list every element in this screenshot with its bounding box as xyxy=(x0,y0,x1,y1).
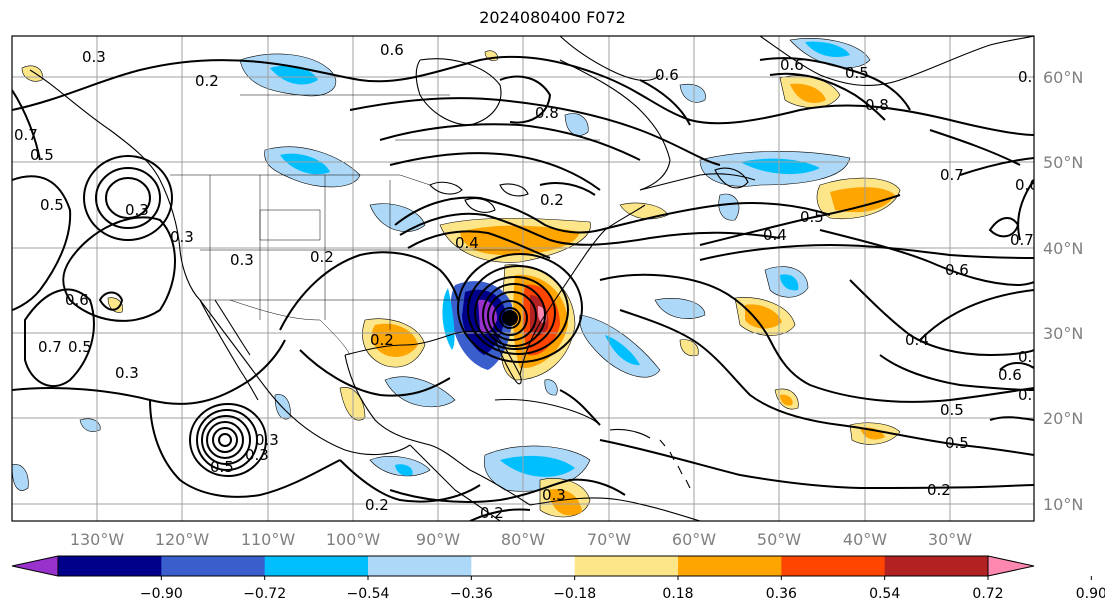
map-title: 2024080400 F072 xyxy=(479,8,626,27)
colorbar-segment xyxy=(678,556,782,576)
colorbar-tick-label: −0.72 xyxy=(243,586,286,602)
lon-label: 130°W xyxy=(70,530,125,549)
colorbar-segment xyxy=(574,556,679,576)
contour-label: 0.5 xyxy=(800,208,824,226)
contour-label: 0.5 xyxy=(845,64,869,82)
contour-label: 0.2 xyxy=(195,72,219,90)
contour-label: 0.2 xyxy=(540,191,564,209)
map-panel: 0.3 0.6 0.2 0.8 0.6 0.7 0.5 0.2 0.8 0.7 … xyxy=(12,36,1042,522)
lon-label: 40°W xyxy=(843,530,887,549)
colorbar-tick-label: −0.18 xyxy=(553,586,596,602)
colorbar-segment xyxy=(264,556,369,576)
contour-label: 0.7 xyxy=(1010,231,1034,249)
contour-label: 0.7 xyxy=(14,126,38,144)
contour-label: 0.6 xyxy=(655,66,679,84)
contour-label: 0.3 xyxy=(115,364,139,382)
contour-label: 0.6 xyxy=(945,261,969,279)
colorbar-tick-label: 0.90 xyxy=(1076,586,1105,602)
contour-label: 0.4 xyxy=(455,234,479,252)
storm-center-marker xyxy=(502,310,518,326)
lon-label: 110°W xyxy=(241,530,296,549)
contour-label: 0.2 xyxy=(927,481,951,499)
colorbar-segment xyxy=(368,556,472,576)
colorbar: −0.90 −0.72 −0.54 −0.36 −0.18 0.18 0.36 0.54 0.7… xyxy=(11,555,1105,602)
contour-label: 0.7 xyxy=(38,338,62,356)
contour-label: 0.6 xyxy=(998,366,1022,384)
colorbar-extend-min xyxy=(12,556,58,576)
lon-label: 70°W xyxy=(587,530,631,549)
lat-label: 40°N xyxy=(1043,239,1083,258)
colorbar-segment xyxy=(58,556,162,576)
contour-label: 0.3 xyxy=(245,446,269,464)
longitude-labels: 130°W 120°W 110°W 100°W 90°W 80°W 70°W 6… xyxy=(70,530,972,549)
contour-label: 0.5 xyxy=(940,401,964,419)
lat-label: 10°N xyxy=(1043,495,1083,514)
contour-label: 0.6 xyxy=(780,56,804,74)
colorbar-segment xyxy=(471,556,576,576)
contour-label: 0.8 xyxy=(865,96,889,114)
latitude-labels: 60°N 50°N 40°N 30°N 20°N 10°N xyxy=(1043,68,1083,514)
contour-label: 0.6 xyxy=(1018,68,1042,86)
colorbar-tick-label: −0.90 xyxy=(140,586,183,602)
contour-label: 0.6 xyxy=(380,41,404,59)
contour-label: 0.6 xyxy=(1015,176,1039,194)
colorbar-tick-label: −0.54 xyxy=(347,586,390,602)
lat-label: 60°N xyxy=(1043,68,1083,87)
contour-label: 0.5 xyxy=(210,458,234,476)
contour-label: 0.6 xyxy=(1018,348,1042,366)
contour-label: 0.3 xyxy=(255,431,279,449)
lon-label: 30°W xyxy=(928,530,972,549)
colorbar-tick-label: −0.36 xyxy=(450,586,493,602)
colorbar-segment xyxy=(884,556,989,576)
contour-label: 0.2 xyxy=(310,248,334,266)
colorbar-tick-label: 0.72 xyxy=(972,586,1003,602)
contour-label: 0.3 xyxy=(82,48,106,66)
colorbar-tick-label: 0.36 xyxy=(766,586,797,602)
lon-label: 60°W xyxy=(672,530,716,549)
colorbar-extend-max xyxy=(988,556,1034,576)
lon-label: 50°W xyxy=(757,530,801,549)
contour-labels: 0.3 0.6 0.2 0.8 0.6 0.7 0.5 0.2 0.8 0.7 … xyxy=(14,41,1042,522)
political-borders xyxy=(170,94,600,356)
colorbar-tick-label: 0.18 xyxy=(662,586,693,602)
contour-label: 0.5 xyxy=(30,146,54,164)
lon-label: 90°W xyxy=(416,530,460,549)
lon-label: 120°W xyxy=(155,530,210,549)
colorbar-segment xyxy=(161,556,266,576)
contour-label: 0.2 xyxy=(480,504,504,522)
map-frame xyxy=(11,35,1035,522)
contour-label: 0.4 xyxy=(763,226,787,244)
lat-label: 50°N xyxy=(1043,153,1083,172)
contour-label: 0.3 xyxy=(170,228,194,246)
contour-label: 0.2 xyxy=(370,331,394,349)
contour-label: 0.3 xyxy=(230,251,254,269)
contour-label: 0.8 xyxy=(535,104,559,122)
lon-label: 100°W xyxy=(326,530,381,549)
contour-label: 0.5 xyxy=(1018,386,1042,404)
contour-label: 0.5 xyxy=(40,196,64,214)
contour-label: 0.5 xyxy=(68,338,92,356)
contour-label: 0.3 xyxy=(125,201,149,219)
contour-lines xyxy=(12,55,1034,521)
contour-label: 0.6 xyxy=(65,291,89,309)
contour-label: 0.5 xyxy=(945,434,969,452)
colorbar-tick-label: 0.54 xyxy=(869,586,900,602)
contour-label: 0.4 xyxy=(905,331,929,349)
contour-label: 0.3 xyxy=(542,486,566,504)
colorbar-segment xyxy=(781,556,886,576)
lon-label: 80°W xyxy=(501,530,545,549)
lat-label: 20°N xyxy=(1043,409,1083,428)
lat-label: 30°N xyxy=(1043,324,1083,343)
contour-label: 0.2 xyxy=(365,496,389,514)
contour-label: 0.7 xyxy=(940,166,964,184)
